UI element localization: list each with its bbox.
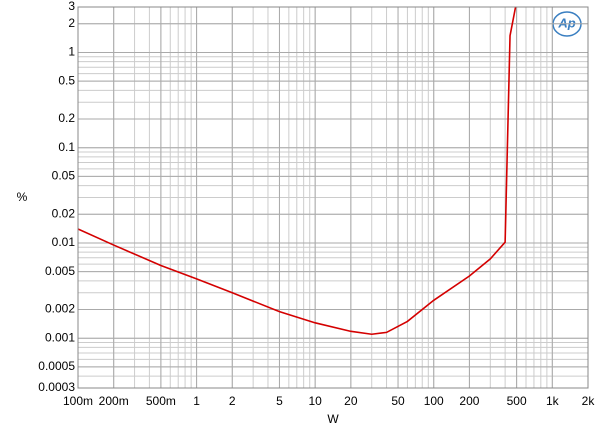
x-tick-label: 1 — [193, 394, 200, 408]
y-tick-label: 0.2 — [58, 111, 75, 125]
x-tick-label: 500m — [146, 394, 176, 408]
x-tick-label: 50 — [391, 394, 405, 408]
x-tick-label: 200 — [459, 394, 479, 408]
y-tick-label: 1 — [68, 45, 75, 59]
plot-frame — [77, 6, 589, 389]
y-tick-label: 3 — [68, 0, 75, 13]
y-tick-label: 0.02 — [52, 206, 76, 220]
y-tick-label: 0.002 — [45, 302, 75, 316]
y-tick-label: 0.01 — [52, 235, 76, 249]
x-tick-label: 500 — [507, 394, 527, 408]
x-tick-label: 2k — [582, 394, 596, 408]
series-line — [78, 7, 517, 336]
y-axis-label: % — [17, 190, 28, 204]
x-tick-label: 200m — [99, 394, 129, 408]
y-tick-label: 0.5 — [58, 73, 75, 87]
x-tick-label: 10 — [308, 394, 322, 408]
x-tick-label: 5 — [276, 394, 283, 408]
y-tick-label: 2 — [68, 16, 75, 30]
x-tick-label: 2 — [229, 394, 236, 408]
x-tick-label: 100 — [424, 394, 444, 408]
x-axis-label: W — [327, 412, 339, 426]
logo: Ap — [557, 15, 575, 30]
x-tick-label: 100m — [63, 394, 93, 408]
x-tick-label: 20 — [344, 394, 358, 408]
y-tick-label: 0.001 — [45, 330, 75, 344]
y-tick-label: 0.0003 — [38, 380, 75, 394]
y-tick-label: 0.05 — [52, 169, 76, 183]
y-tick-label: 0.005 — [45, 264, 75, 278]
y-tick-label: 0.1 — [58, 140, 75, 154]
x-tick-label: 1k — [546, 394, 560, 408]
y-tick-label: 0.0005 — [38, 359, 75, 373]
